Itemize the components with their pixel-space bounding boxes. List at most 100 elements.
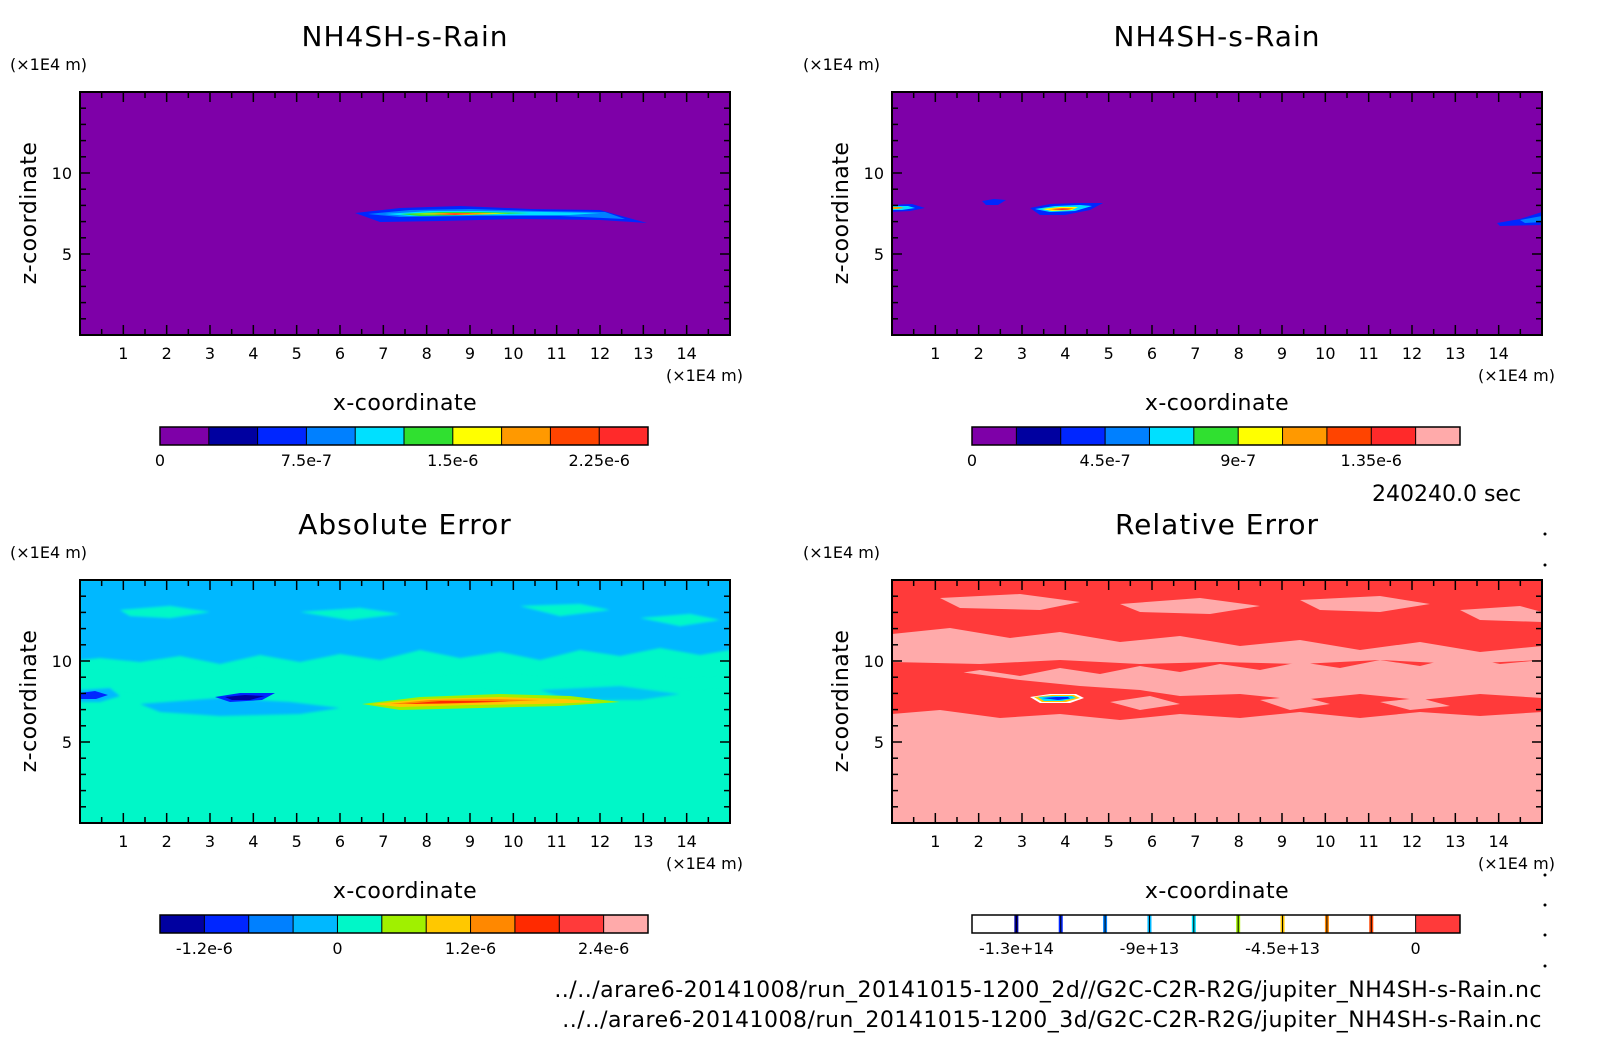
x-tick-label: 5: [1104, 832, 1114, 851]
colorbar-label: 2.4e-6: [578, 939, 629, 958]
colorbar-swatch: [1326, 427, 1372, 445]
colorbar-swatch: [160, 915, 205, 933]
x-tick-label: 11: [1358, 344, 1378, 363]
colorbar-label: 0: [155, 451, 165, 470]
x-tick-label: 14: [676, 832, 696, 851]
colorbar-swatch: [559, 915, 605, 933]
rain-cell-small: [982, 199, 1006, 205]
y-tick-label: 5: [874, 245, 884, 264]
colorbar-swatch: [972, 915, 1017, 933]
x-tick-label: 3: [205, 344, 215, 363]
x-tick-label: 2: [162, 344, 172, 363]
colorbar-swatch: [1060, 427, 1106, 445]
colorbar-swatch: [972, 427, 1017, 445]
y-tick-label: 10: [864, 652, 884, 671]
colorbar-swatch: [1149, 427, 1195, 445]
panel-top-right: NH4SH-s-Rain (×1E4 m): [803, 20, 1555, 470]
file-path-3d: ../../arare6-20141008/run_20141015-1200_…: [562, 1008, 1542, 1033]
colorbar-label: 2.25e-6: [568, 451, 629, 470]
y-unit-label: (×1E4 m): [803, 55, 880, 74]
colorbar-swatch: [1326, 915, 1372, 933]
colorbar-swatch: [1193, 915, 1239, 933]
rain-band: [355, 206, 647, 223]
x-tick-label: 4: [1060, 832, 1070, 851]
plot-area: [892, 580, 1542, 823]
x-tick-label: 8: [1234, 344, 1244, 363]
panel-top-left: NH4SH-s-Rain (×1E4 m) 1 2 3 4 5 6 7 8 9 10 11 12 13 1…: [10, 20, 743, 470]
colorbar-swatch: [1282, 915, 1328, 933]
x-tick-label: 6: [1147, 344, 1157, 363]
relative-error-regions: [892, 580, 1542, 720]
colorbar-swatch: [452, 427, 503, 445]
relative-error-cell: [1030, 694, 1084, 703]
x-tick-label: 9: [465, 344, 475, 363]
x-tick-label: 1: [930, 832, 940, 851]
x-tick-label: 14: [676, 344, 696, 363]
x-tick-label: 2: [162, 832, 172, 851]
colorbar: 0 4.5e-7 9e-7 1.35e-6: [967, 426, 1461, 470]
x-tick-label: 1: [118, 344, 128, 363]
x-tick-label: 4: [1060, 344, 1070, 363]
y-axis-title: z-coordinate: [17, 630, 42, 773]
x-tick-label: 13: [1445, 344, 1465, 363]
x-tick-label: 5: [1104, 344, 1114, 363]
file-path-2d: ../../arare6-20141008/run_20141015-1200_…: [554, 978, 1542, 1003]
x-tick-label: 7: [378, 344, 388, 363]
colorbar-frame: [971, 426, 1461, 446]
panel-bottom-left: Absolute Error (×1E4 m): [10, 508, 743, 958]
colorbar-frame: [159, 426, 649, 446]
x-tick-label: 14: [1488, 832, 1508, 851]
x-tick-label: 6: [335, 832, 345, 851]
y-axis-title: z-coordinate: [829, 142, 854, 285]
x-tick-label: 12: [1402, 832, 1422, 851]
plot-area: [892, 92, 1542, 335]
x-axis-title: x-coordinate: [1145, 391, 1289, 416]
margin-dots: [1543, 532, 1547, 968]
x-tick-label: 9: [1277, 344, 1287, 363]
x-tick-label: 7: [378, 832, 388, 851]
colorbar-swatch: [1371, 915, 1417, 933]
colorbar-swatch: [599, 427, 649, 445]
colorbar-label: 4.5e-7: [1079, 451, 1130, 470]
colorbar-label: -4.5e+13: [1245, 939, 1320, 958]
x-tick-label: 3: [1017, 832, 1027, 851]
x-tick-label: 13: [633, 344, 653, 363]
y-tick-label: 10: [52, 164, 72, 183]
x-unit-label: (×1E4 m): [666, 854, 743, 873]
colorbar-swatch: [306, 427, 356, 445]
x-unit-label: (×1E4 m): [1478, 366, 1555, 385]
colorbar-label: 0: [332, 939, 342, 958]
colorbar-swatch: [381, 915, 427, 933]
x-tick-label: 11: [546, 832, 566, 851]
colorbar-label: -1.3e+14: [979, 939, 1054, 958]
rain-cell-main: [1030, 203, 1103, 215]
x-axis-title: x-coordinate: [1145, 879, 1289, 904]
x-tick-label: 11: [546, 344, 566, 363]
x-tick-label: 12: [590, 344, 610, 363]
colorbar-swatch: [204, 915, 250, 933]
colorbar-swatch: [1238, 915, 1284, 933]
x-tick-label: 9: [1277, 832, 1287, 851]
colorbar-swatch: [257, 427, 307, 445]
error-cell-left: [80, 691, 275, 702]
colorbar-swatch: [1371, 427, 1417, 445]
y-unit-label: (×1E4 m): [803, 543, 880, 562]
y-tick-label: 10: [864, 164, 884, 183]
x-tick-label: 2: [974, 832, 984, 851]
panel-title: NH4SH-s-Rain: [1114, 20, 1321, 53]
simulation-time: 240240.0 sec: [1372, 482, 1522, 507]
colorbar-swatch: [1060, 915, 1106, 933]
x-tick-label: 12: [1402, 344, 1422, 363]
x-tick-label: 4: [248, 832, 258, 851]
colorbar-swatch: [514, 915, 560, 933]
x-tick-label: 5: [292, 832, 302, 851]
rain-cell-left-edge: [892, 204, 925, 212]
plot-area: [80, 92, 730, 335]
colorbar-swatch: [1193, 427, 1239, 445]
colorbar-label: 9e-7: [1220, 451, 1256, 470]
colorbar-swatch: [1238, 427, 1284, 445]
colorbar-frame: [159, 914, 649, 934]
